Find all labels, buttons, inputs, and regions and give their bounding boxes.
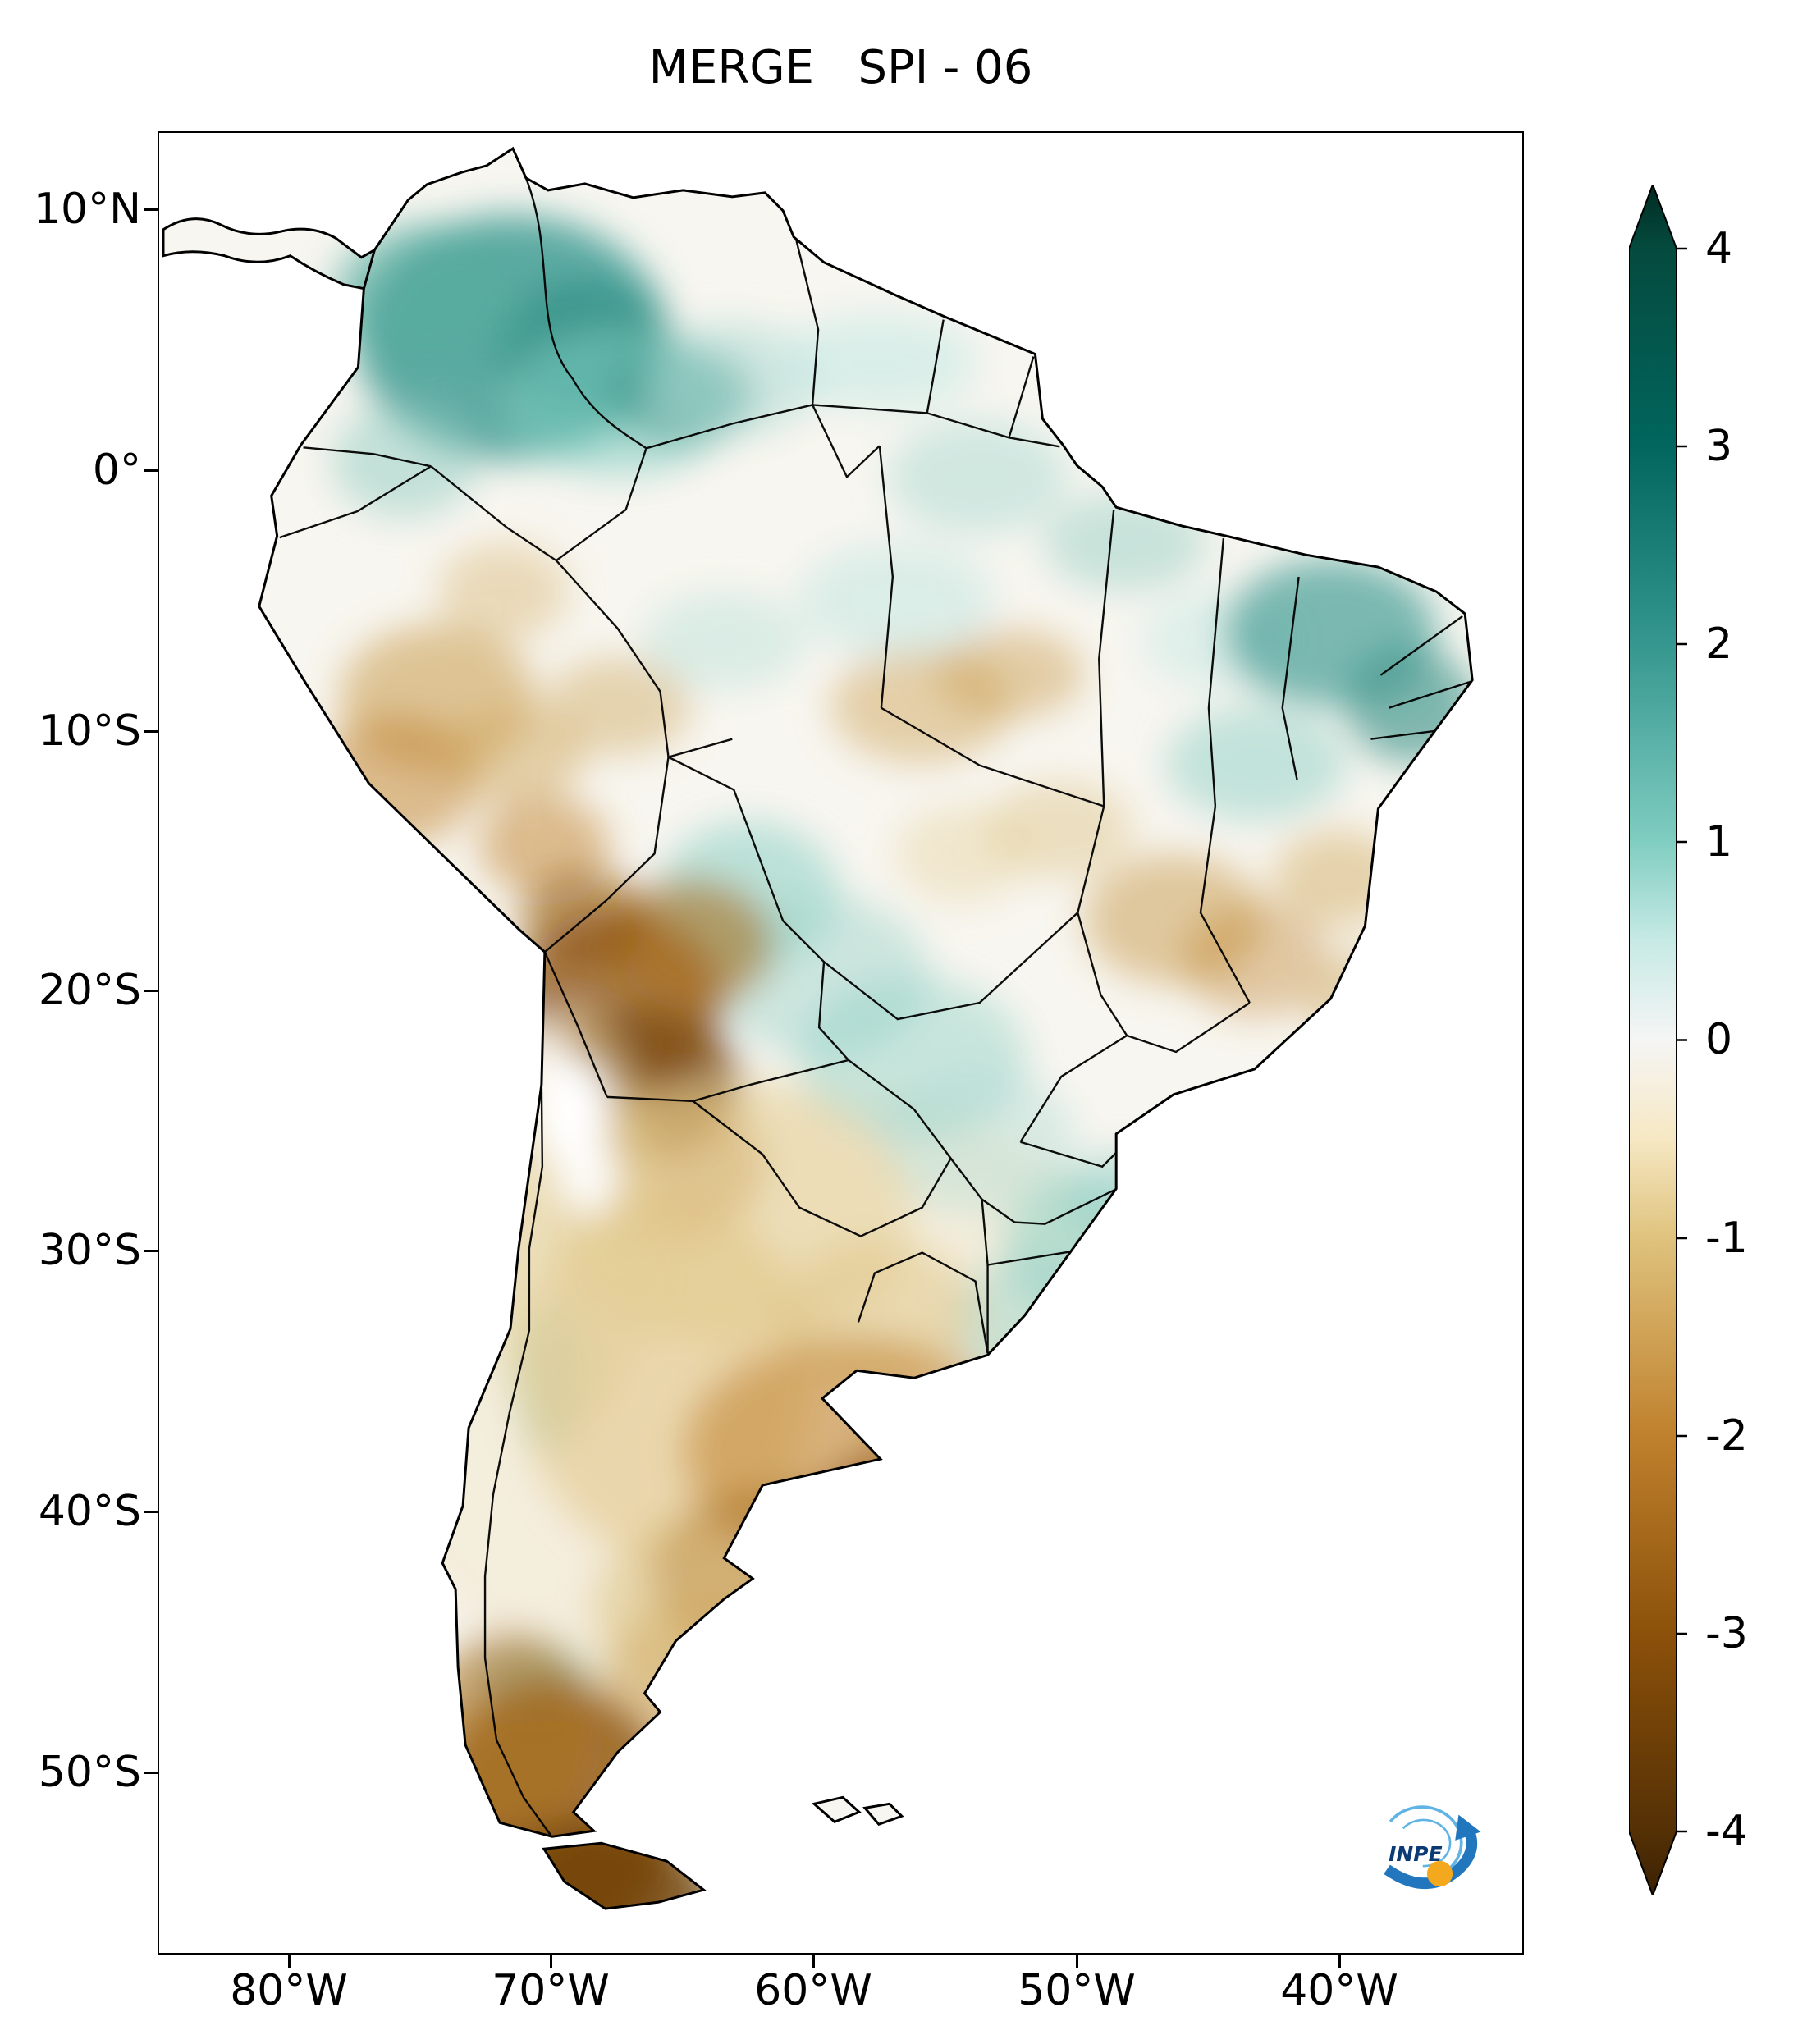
cb-tick-m4: -4 bbox=[1705, 1807, 1748, 1856]
inpe-logo: INPE bbox=[1365, 1787, 1493, 1899]
y-tick-50s: 50°S bbox=[38, 1748, 141, 1797]
x-tick-50w: 50°W bbox=[1018, 1966, 1136, 2015]
cb-tick-0: 0 bbox=[1705, 1015, 1733, 1064]
y-tickmark bbox=[144, 730, 158, 733]
cb-tick-m3: -3 bbox=[1705, 1609, 1748, 1658]
logo-text: INPE bbox=[1389, 1842, 1443, 1866]
x-tick-60w: 60°W bbox=[754, 1966, 872, 2015]
y-tick-10s: 10°S bbox=[38, 706, 141, 756]
title-line-1: MERGE SPI - 06 bbox=[648, 41, 1033, 94]
x-tick-80w: 80°W bbox=[230, 1966, 348, 2015]
y-tick-30s: 30°S bbox=[38, 1226, 141, 1275]
cb-tick-3: 3 bbox=[1705, 422, 1733, 471]
cb-tick-m2: -2 bbox=[1705, 1411, 1748, 1461]
x-tickmark bbox=[550, 1955, 552, 1968]
y-tickmark bbox=[144, 208, 158, 211]
political-borders bbox=[279, 177, 1471, 1836]
y-tickmark bbox=[144, 1511, 158, 1513]
cb-tick-1: 1 bbox=[1705, 817, 1733, 867]
cb-tick-2: 2 bbox=[1705, 620, 1733, 669]
cb-tick-4: 4 bbox=[1705, 224, 1733, 273]
y-tickmark bbox=[144, 1250, 158, 1252]
logo-orange-dot bbox=[1426, 1860, 1453, 1887]
y-tick-40s: 40°S bbox=[38, 1487, 141, 1536]
y-tick-20s: 20°S bbox=[38, 966, 141, 1015]
logo-arrowhead bbox=[1455, 1814, 1481, 1841]
logo-arrow bbox=[1384, 1827, 1478, 1890]
x-tickmark bbox=[1338, 1955, 1341, 1968]
y-tick-0: 0° bbox=[92, 446, 141, 495]
colorbar-graphic bbox=[1628, 182, 1687, 1898]
y-tickmark bbox=[144, 990, 158, 992]
x-tickmark bbox=[812, 1955, 815, 1968]
map-plot-area: INPE bbox=[158, 131, 1524, 1955]
x-tickmark bbox=[1076, 1955, 1078, 1968]
cb-tick-m1: -1 bbox=[1705, 1214, 1748, 1263]
y-tickmark bbox=[144, 469, 158, 472]
south-america-spi-map bbox=[162, 147, 1474, 1910]
inpe-logo-graphic: INPE bbox=[1384, 1805, 1481, 1890]
x-tickmark bbox=[288, 1955, 291, 1968]
y-tickmark bbox=[144, 1772, 158, 1774]
colorbar-tickmarks bbox=[1677, 247, 1687, 1833]
x-tick-70w: 70°W bbox=[492, 1966, 610, 2015]
y-tick-10n: 10°N bbox=[33, 185, 141, 234]
colorbar bbox=[1628, 182, 1690, 1898]
colorbar-bar bbox=[1628, 182, 1677, 1898]
x-tick-40w: 40°W bbox=[1280, 1966, 1398, 2015]
